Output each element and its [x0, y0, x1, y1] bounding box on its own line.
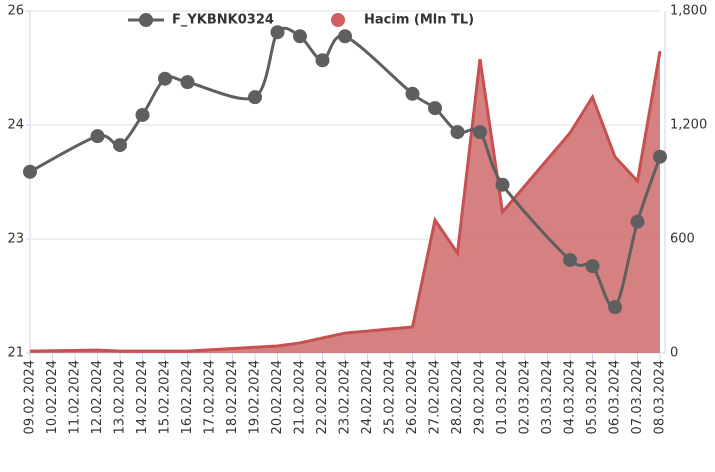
price-marker — [270, 25, 285, 40]
x-tick-label: 24.02.2024 — [360, 360, 375, 434]
x-tick-label: 27.02.2024 — [428, 360, 443, 434]
price-marker — [248, 90, 262, 105]
x-tick-label: 06.03.2024 — [608, 360, 623, 434]
x-tick-label: 25.02.2024 — [383, 360, 398, 434]
price-marker — [293, 29, 307, 44]
x-tick-label: 20.02.2024 — [270, 360, 285, 434]
x-tick-label: 26.02.2024 — [405, 360, 420, 434]
price-marker — [653, 149, 667, 164]
x-tick-label: 21.02.2024 — [293, 360, 308, 434]
price-marker — [585, 259, 600, 274]
x-tick-label: 28.02.2024 — [450, 360, 465, 434]
legend-symbol — [139, 13, 153, 27]
x-tick-label: 11.02.2024 — [68, 360, 83, 434]
x-tick-label: 12.02.2024 — [90, 360, 105, 434]
price-marker — [630, 214, 645, 229]
x-tick-label: 03.03.2024 — [540, 360, 555, 434]
price-marker — [473, 125, 487, 140]
price-marker — [450, 125, 465, 140]
x-tick-label: 08.03.2024 — [653, 360, 668, 434]
x-tick-label: 23.02.2024 — [338, 360, 353, 434]
x-tick-label: 07.03.2024 — [630, 360, 645, 434]
price-marker — [338, 29, 352, 44]
price-marker — [135, 107, 150, 122]
x-tick-label: 18.02.2024 — [225, 360, 240, 434]
x-tick-label: 02.03.2024 — [518, 360, 533, 434]
y-tick-label: 24 — [7, 118, 24, 133]
price-marker — [315, 53, 330, 68]
x-tick-label: 13.02.2024 — [113, 360, 128, 434]
legend-symbol — [331, 13, 345, 27]
x-tick-label: 04.03.2024 — [563, 360, 578, 434]
x-tick-label: 16.02.2024 — [180, 360, 195, 434]
price-marker — [158, 71, 172, 86]
price-marker — [113, 138, 127, 153]
price-marker — [23, 164, 37, 179]
y2-tick-label: 1,800 — [670, 4, 707, 19]
x-tick-label: 14.02.2024 — [135, 360, 150, 434]
x-tick-label: 15.02.2024 — [158, 360, 173, 434]
x-tick-label: 22.02.2024 — [315, 360, 330, 434]
x-tick-label: 19.02.2024 — [248, 360, 263, 434]
x-tick-label: 09.02.2024 — [23, 360, 38, 434]
price-marker — [90, 129, 105, 144]
legend-label: Hacim (Mln TL) — [364, 13, 474, 28]
x-tick-label: 05.03.2024 — [585, 360, 600, 434]
y2-tick-label: 0 — [670, 346, 678, 361]
x-tick-label: 01.03.2024 — [495, 360, 510, 434]
price-marker — [563, 252, 577, 267]
price-marker — [608, 300, 622, 315]
price-marker — [405, 86, 420, 101]
x-tick-label: 29.02.2024 — [473, 360, 488, 434]
y2-tick-label: 600 — [670, 232, 695, 247]
x-tick-label: 10.02.2024 — [45, 360, 60, 434]
y2-tick-label: 1,200 — [670, 118, 707, 133]
y-tick-label: 26 — [7, 4, 24, 19]
price-marker — [180, 75, 195, 90]
y-tick-label: 23 — [7, 231, 24, 246]
price-marker — [495, 177, 510, 192]
volume-line — [29, 50, 662, 353]
y-tick-label: 21 — [7, 346, 24, 361]
legend-label: F_YKBNK0324 — [172, 13, 274, 28]
x-tick-label: 17.02.2024 — [203, 360, 218, 434]
price-marker — [428, 101, 442, 116]
volume-area — [30, 51, 660, 354]
